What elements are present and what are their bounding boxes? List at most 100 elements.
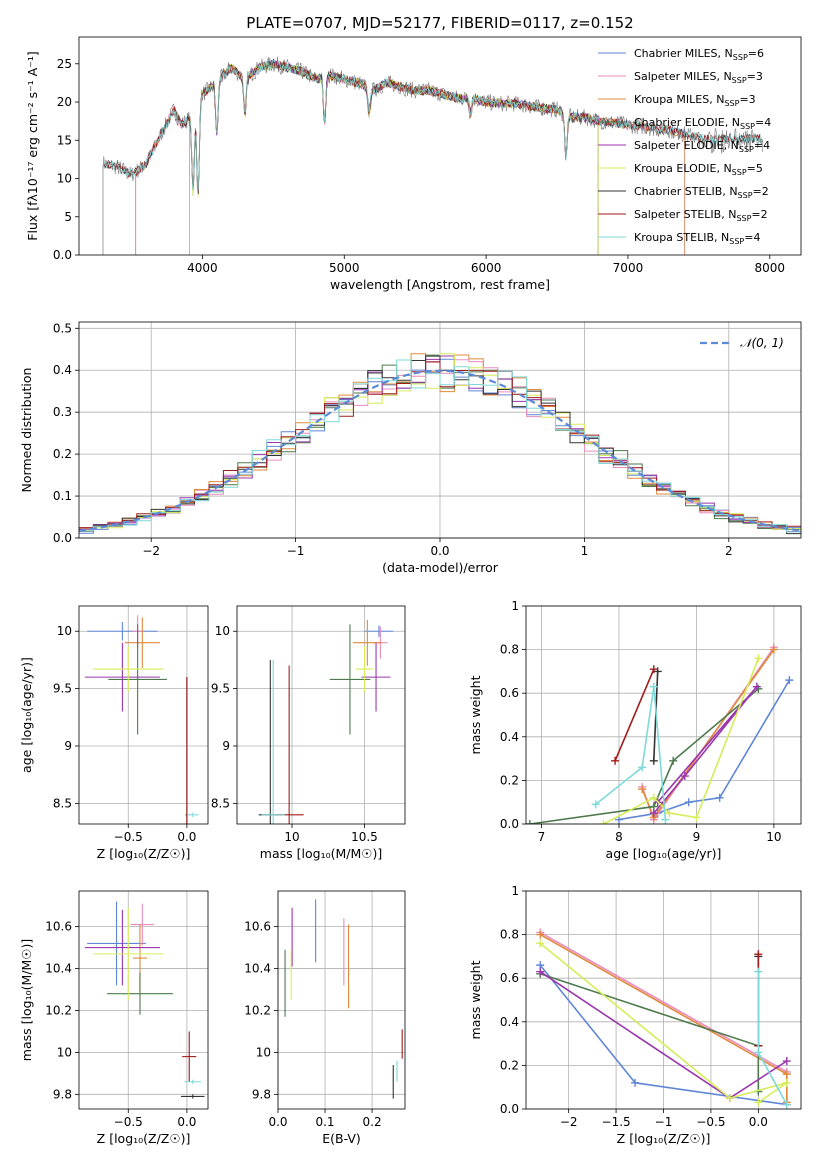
y-tick-label: 0.4	[500, 1015, 519, 1029]
legend-eq: =	[755, 116, 764, 129]
y-tick-label: 10	[215, 624, 230, 638]
legend-sep: ,	[722, 185, 729, 198]
x-tick-label: −0.5	[696, 1115, 725, 1129]
legend-n-sub: SSP	[738, 191, 753, 200]
legend-model: Kroupa MILES	[634, 93, 709, 106]
y-tick-label: 0.6	[500, 686, 519, 700]
weight-series-line	[641, 646, 775, 822]
plus-marker	[536, 939, 545, 948]
legend-sep: ,	[721, 208, 728, 221]
plus-marker	[769, 645, 778, 654]
legend-eq: =	[747, 70, 756, 83]
x-tick-label: 5000	[329, 261, 360, 275]
data-layer	[258, 619, 394, 824]
y-tick-label: 0.3	[53, 405, 72, 419]
legend-n-value: 4	[753, 231, 760, 244]
plus-marker	[782, 1057, 791, 1066]
legend-n-value: 5	[756, 162, 763, 175]
x-tick-label: 0.1	[315, 1115, 334, 1129]
plus-marker	[754, 1048, 763, 1057]
legend-sep: ,	[716, 70, 723, 83]
y-tick-label: 15	[57, 133, 72, 147]
plus-marker	[649, 756, 658, 765]
y-tick-label: 8.5	[211, 796, 230, 810]
plus-marker	[599, 820, 608, 824]
y-axis-label: Normed distribution	[19, 368, 34, 493]
x-tick-label: 0.0	[430, 544, 449, 558]
y-tick-label: 10	[57, 172, 72, 186]
legend-n-symbol: N	[732, 116, 740, 129]
x-axis-label: Z [log₁₀(Z/Z☉)]	[97, 1131, 191, 1146]
legend-n-symbol: N	[731, 139, 739, 152]
legend-n-symbol: N	[725, 47, 733, 60]
x-tick-label: −0.5	[114, 1115, 143, 1129]
legend-label: Kroupa STELIB, NSSP=4	[634, 231, 760, 246]
legend-n-symbol: N	[729, 185, 737, 198]
y-tick-label: 10	[57, 624, 72, 638]
legend-n-sub: SSP	[740, 122, 755, 131]
y-tick-label: 10.2	[45, 1003, 72, 1017]
y-tick-label: 0.6	[500, 971, 519, 985]
y-tick-label: 10	[57, 1045, 72, 1059]
y-tick-label: 0.4	[53, 363, 72, 377]
legend-label: 𝒩(0, 1)	[740, 336, 784, 350]
y-tick-label: 0.0	[53, 531, 72, 545]
legend-label: Chabrier MILES, NSSP=6	[634, 47, 764, 62]
y-tick-label: 25	[57, 57, 72, 71]
plus-marker	[785, 676, 794, 685]
x-axis-label: wavelength [Angstrom, rest frame]	[330, 277, 550, 292]
legend-eq: =	[739, 93, 748, 106]
legend-n-symbol: N	[716, 93, 724, 106]
x-axis-label: Z [log₁₀(Z/Z☉)]	[617, 1131, 711, 1146]
plus-marker	[614, 815, 623, 824]
y-tick-label: 9	[222, 739, 230, 753]
panel-mass-vs-Z: −0.5 0.0 9.8 10 10.2 10.4 10.6 Z [log₁₀(Z/Z☉)] m…	[19, 890, 209, 1146]
y-axis-label: mass weight	[468, 960, 483, 1039]
legend-label: Kroupa MILES, NSSP=3	[634, 93, 756, 108]
model-spectrum-line	[102, 58, 763, 255]
y-tick-label: 0.2	[500, 773, 519, 787]
plus-marker	[536, 967, 545, 976]
panel-mass-vs-ebv: 0.0 0.1 0.2 9.8 10 10.2 10.4 10.6 E(B-V)	[244, 890, 406, 1146]
legend-eq: =	[744, 231, 753, 244]
x-tick-label: −0.5	[114, 830, 143, 844]
plus-marker	[692, 813, 701, 822]
plus-marker	[684, 798, 693, 807]
x-tick-label: 4000	[187, 261, 218, 275]
legend-model: Salpeter ELODIE	[634, 139, 724, 152]
legend-sep: ,	[725, 116, 732, 129]
legend-n-sub: SSP	[732, 76, 747, 85]
panel-age-vs-mass: 10 10.5 8.5 9 9.5 10 mass [log₁₀(M/M☉)]	[211, 605, 406, 861]
legend-model: Kroupa STELIB	[634, 231, 714, 244]
plus-marker	[649, 665, 658, 674]
x-tick-label: 10.5	[351, 830, 378, 844]
y-tick-label: 0.0	[500, 817, 519, 831]
y-axis-label: Flux [fλ10⁻¹⁷ erg cm⁻² s⁻¹ A⁻¹]	[25, 51, 40, 240]
y-tick-label: 9.5	[211, 682, 230, 696]
legend-n-value: 2	[762, 185, 769, 198]
legend-n-value: 6	[757, 47, 764, 60]
y-tick-label: 10.2	[244, 1003, 271, 1017]
legend-n-sub: SSP	[739, 145, 754, 154]
legend-sep: ,	[718, 47, 725, 60]
plus-marker	[661, 815, 670, 824]
plus-marker	[752, 682, 761, 691]
data-layer	[79, 353, 801, 535]
panel-weights-vs-age: 7 8 9 10 0.0 0.2 0.4 0.6 0.8 1 age [log₁₀(age/yr)]…	[468, 599, 802, 861]
y-tick-label: 9.5	[53, 682, 72, 696]
y-tick-label: 10.4	[45, 962, 72, 976]
legend-n-symbol: N	[728, 208, 736, 221]
legend-eq: =	[751, 208, 760, 221]
y-tick-label: 9.8	[252, 1087, 271, 1101]
x-tick-label: 7000	[613, 261, 644, 275]
legend-model: Chabrier STELIB	[634, 185, 722, 198]
axes-frame	[78, 36, 802, 256]
x-tick-label: 7	[538, 830, 546, 844]
x-axis-label: E(B-V)	[322, 1131, 361, 1146]
legend-n-value: 4	[763, 139, 770, 152]
legend-n-symbol: N	[723, 162, 731, 175]
x-tick-label: 0.0	[749, 1115, 768, 1129]
legend-model: Kroupa ELODIE	[634, 162, 716, 175]
legend-n-value: 4	[764, 116, 771, 129]
plus-marker	[680, 772, 689, 781]
